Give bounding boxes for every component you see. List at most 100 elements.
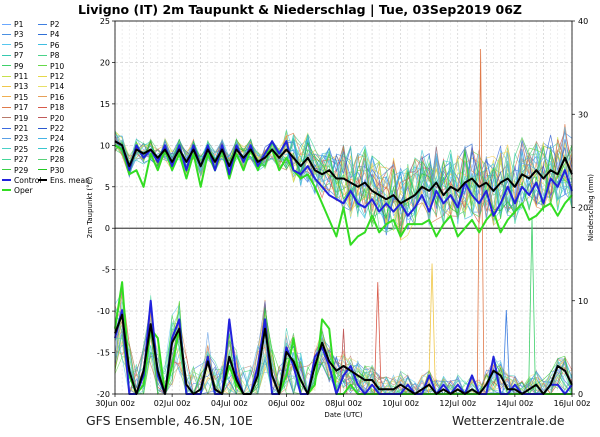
y-tick-label: 20 [100, 58, 110, 67]
legend-swatch [38, 65, 47, 67]
legend-item-p6: P6 [38, 41, 59, 50]
y-tick-label: 5 [105, 183, 110, 192]
legend-swatch [38, 106, 47, 108]
legend-label: P26 [50, 144, 65, 154]
legend-label: Oper [14, 186, 33, 196]
y2-axis-label: Niederschlag (mm) [587, 174, 595, 241]
legend-label: P21 [14, 124, 29, 133]
legend-item-p24: P24 [38, 134, 64, 143]
legend-item-ens-mean: Ens. mean [38, 176, 90, 185]
legend-label: P29 [14, 165, 29, 175]
legend-item-p7: P7 [2, 51, 23, 60]
legend-item-p2: P2 [38, 20, 59, 29]
precip-spike [373, 282, 382, 395]
legend-swatch [38, 158, 47, 160]
legend-swatch [2, 127, 11, 129]
legend-item-p5: P5 [2, 41, 23, 50]
legend-label: P10 [50, 61, 65, 71]
legend-swatch [2, 44, 11, 46]
chart-axes: -20 -15 -10 -5 0 5 10 15 20 25 0 10 20 30 40 30Jun 00z 0… [86, 17, 595, 419]
legend-label: P13 [14, 82, 29, 92]
y2-tick-label: 20 [578, 204, 588, 213]
member-line-p11 [114, 131, 573, 228]
legend-item-p20: P20 [38, 114, 64, 123]
legend-swatch [38, 23, 47, 25]
y2-tick-label: 0 [578, 390, 583, 399]
precip-spike [476, 48, 485, 395]
legend-label: P4 [50, 30, 60, 40]
legend-label: P2 [50, 20, 60, 29]
legend-label: P16 [50, 92, 65, 102]
footer-brand: Wetterzentrale.de [452, 413, 565, 428]
legend-swatch [38, 127, 47, 129]
legend-swatch [2, 137, 11, 139]
legend-label: P12 [50, 72, 65, 81]
legend-swatch [2, 23, 11, 25]
legend-label: P23 [14, 134, 29, 144]
x-tick-label: 16Jul 00z [554, 399, 591, 408]
legend-swatch [38, 85, 47, 87]
legend-label: P5 [14, 40, 24, 50]
legend-item-p18: P18 [38, 103, 64, 112]
y-tick-label: -20 [97, 390, 110, 399]
legend-label: Control [14, 176, 42, 185]
precip-spike [528, 216, 536, 395]
legend-item-p29: P29 [2, 166, 28, 175]
x-tick-label: 14Jul 00z [496, 399, 533, 408]
y-tick-label: -15 [97, 349, 110, 358]
precip-spike [428, 263, 436, 395]
legend-swatch [2, 117, 11, 119]
legend-swatch [38, 179, 47, 181]
precip-spike [502, 310, 511, 395]
legend-swatch [2, 54, 11, 56]
x-tick-label: 12Jul 00z [439, 399, 476, 408]
legend-item-p26: P26 [38, 145, 64, 154]
y-tick-label: -5 [102, 266, 110, 275]
legend-label: P18 [50, 103, 65, 113]
legend-swatch [38, 33, 47, 35]
legend-item-p3: P3 [2, 30, 23, 39]
x-tick-label: 08Jul 00z [325, 399, 362, 408]
legend-label: P25 [14, 144, 29, 154]
legend-swatch [2, 106, 11, 108]
legend-swatch [38, 148, 47, 150]
page-title: Livigno (IT) 2m Taupunkt & Niederschlag … [78, 2, 522, 17]
x-tick-label: 02Jul 00z [154, 399, 191, 408]
legend-item-p1: P1 [2, 20, 23, 29]
legend-label: P7 [14, 51, 24, 61]
legend-item-p16: P16 [38, 93, 64, 102]
legend-swatch [2, 96, 11, 98]
member-precip-p10 [114, 311, 573, 396]
x-tick-label: 04Jul 00z [211, 399, 248, 408]
legend-label: P15 [14, 92, 29, 102]
legend-swatch [38, 169, 47, 171]
footer-source: GFS Ensemble, 46.5N, 10E [86, 413, 253, 428]
legend-label: P22 [50, 124, 65, 133]
legend-item-p11: P11 [2, 72, 28, 81]
legend-label: P14 [50, 82, 65, 92]
x-axis-label: Date (UTC) [324, 411, 363, 419]
series-ens-mean [114, 140, 573, 205]
legend-item-p22: P22 [38, 124, 64, 133]
legend-item-p21: P21 [2, 124, 28, 133]
legend-label: P27 [14, 155, 29, 165]
legend-label: P17 [14, 103, 29, 113]
legend-label: P8 [50, 51, 60, 61]
legend-swatch [2, 33, 11, 35]
y2-tick-label: 30 [578, 110, 588, 119]
legend-item-p14: P14 [38, 82, 64, 91]
legend-label: P1 [14, 20, 24, 29]
legend-item-p25: P25 [2, 145, 28, 154]
y2-tick-label: 10 [578, 297, 588, 306]
y-tick-label: 15 [100, 100, 110, 109]
legend-item-p30: P30 [38, 166, 64, 175]
y-tick-label: 0 [105, 224, 110, 233]
legend-item-p17: P17 [2, 103, 28, 112]
legend-label: P30 [50, 165, 65, 175]
legend-swatch [38, 117, 47, 119]
legend-label: P20 [50, 113, 65, 123]
legend-label: P6 [50, 40, 60, 50]
y-tick-label: 25 [100, 17, 110, 26]
legend-item-p8: P8 [38, 51, 59, 60]
legend-swatch [38, 75, 47, 77]
